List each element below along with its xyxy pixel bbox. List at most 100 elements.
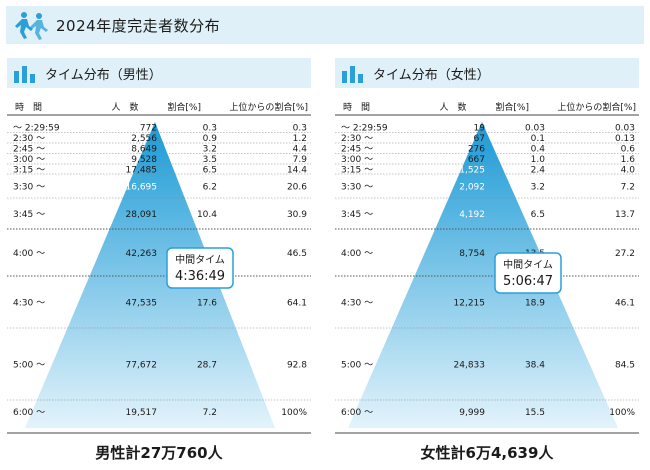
row-time-label: 3:15 ～ [341, 166, 373, 176]
row-count-value: 4,192 [459, 210, 485, 220]
panel-title: タイム分布（男性） [45, 67, 162, 83]
row-ratio-value: 0.3 [203, 124, 217, 134]
row-time-label: 2:45 ～ [13, 145, 45, 155]
row-count-value: 8,649 [131, 145, 157, 155]
row-cumulative-value: 46.1 [615, 299, 635, 309]
row-count-value: 276 [468, 145, 485, 155]
row-time-label: 6:00 ～ [341, 408, 373, 418]
panel-total: 男性計27万760人 [95, 444, 223, 462]
row-cumulative-value: 46.5 [287, 249, 307, 259]
female-distribution-panel: タイム分布（女性） 時 間 人 数 割合[%] 上位からの割合[%] ～ 2:29:59… [335, 58, 639, 468]
row-ratio-value: 3.2 [203, 145, 217, 155]
row-ratio-value: 28.7 [197, 361, 217, 371]
row-count-value: 2,556 [131, 134, 157, 144]
row-count-value: 1,525 [459, 166, 485, 176]
row-time-label: 3:30 ～ [13, 183, 45, 193]
row-cumulative-value: 0.03 [615, 124, 635, 134]
bar-chart-icon [342, 66, 363, 83]
row-cumulative-value: 4.0 [621, 166, 636, 176]
row-count-value: 19,517 [126, 408, 158, 418]
row-count-value: 67 [474, 134, 485, 144]
row-ratio-value: 0.9 [203, 134, 218, 144]
row-time-label: 3:00 ～ [13, 155, 45, 165]
row-time-label: 2:30 ～ [13, 134, 45, 144]
row-ratio-value: 38.4 [525, 361, 545, 371]
row-time-label: ～ 2:29:59 [13, 124, 60, 134]
midtime-callout-label: 中間タイム [503, 258, 553, 271]
row-ratio-value: 2.4 [531, 166, 546, 176]
column-header-time: 時 間 [343, 102, 370, 113]
row-ratio-value: 3.2 [531, 183, 545, 193]
row-time-label: 4:30 ～ [13, 299, 45, 309]
row-count-value: 667 [468, 155, 485, 165]
row-count-value: 28,091 [126, 210, 158, 220]
row-ratio-value: 7.2 [203, 408, 217, 418]
row-count-value: 9,999 [459, 408, 485, 418]
row-count-value: 12,215 [454, 299, 486, 309]
row-ratio-value: 15.5 [525, 408, 545, 418]
row-cumulative-value: 64.1 [287, 299, 307, 309]
row-cumulative-value: 0.6 [621, 145, 636, 155]
column-header-cumulative: 上位からの割合[%] [229, 101, 308, 113]
row-count-value: 19 [474, 124, 486, 134]
row-cumulative-value: 27.2 [615, 249, 635, 259]
row-ratio-value: 1.0 [531, 155, 546, 165]
row-count-value: 24,833 [454, 361, 486, 371]
row-time-label: 6:00 ～ [13, 408, 45, 418]
runners-icon [15, 12, 48, 40]
column-header-cumulative: 上位からの割合[%] [557, 101, 636, 113]
row-time-label: 3:00 ～ [341, 155, 373, 165]
row-cumulative-value: 100% [281, 408, 307, 418]
pyramid-shape [348, 122, 618, 428]
row-time-label: 4:00 ～ [13, 249, 45, 259]
panel-total: 女性計6万4,639人 [420, 444, 554, 462]
row-count-value: 47,535 [126, 299, 158, 309]
row-time-label: 4:00 ～ [341, 249, 373, 259]
male-pyramid-chart: 時 間 人 数 割合[%] 上位からの割合[%] ～ 2:29:59 772 0.3 0.3 2… [7, 101, 311, 434]
bar-chart-icon [14, 66, 35, 83]
row-cumulative-value: 7.2 [621, 183, 635, 193]
midtime-callout-value: 4:36:49 [175, 269, 225, 284]
row-ratio-value: 6.5 [531, 210, 545, 220]
row-count-value: 8,754 [459, 249, 485, 259]
row-ratio-value: 18.9 [525, 299, 545, 309]
row-cumulative-value: 1.6 [621, 155, 636, 165]
row-time-label: 4:30 ～ [341, 299, 373, 309]
row-ratio-value: 6.5 [203, 166, 217, 176]
row-time-label: 5:00 ～ [341, 361, 373, 371]
row-cumulative-value: 30.9 [287, 210, 307, 220]
row-cumulative-value: 20.6 [287, 183, 307, 193]
row-cumulative-value: 0.3 [293, 124, 307, 134]
row-count-value: 772 [140, 124, 157, 134]
midtime-callout-box [494, 252, 562, 294]
row-ratio-value: 0.4 [531, 145, 546, 155]
row-ratio-value: 0.1 [531, 134, 545, 144]
column-header-ratio: 割合[%] [167, 101, 201, 113]
midtime-callout-label: 中間タイム [175, 253, 225, 266]
row-time-label: 3:30 ～ [341, 183, 373, 193]
row-ratio-value: 6.2 [203, 183, 217, 193]
page-header: 2024年度完走者数分布 [6, 6, 644, 44]
row-time-label: 2:30 ～ [341, 134, 373, 144]
pyramid-shape [25, 122, 275, 428]
row-ratio-value: 3.5 [203, 155, 217, 165]
row-ratio-value: 10.4 [197, 210, 217, 220]
row-cumulative-value: 84.5 [615, 361, 635, 371]
midtime-callout-box [166, 247, 234, 289]
row-cumulative-value: 1.2 [293, 134, 307, 144]
row-ratio-value: 17.6 [197, 299, 217, 309]
male-distribution-panel: タイム分布（男性） 時 間 人 数 割合[%] 上位からの割合[%] ～ 2:29:59… [7, 58, 311, 468]
row-count-value: 42,263 [126, 249, 158, 259]
row-time-label: 3:45 ～ [341, 210, 373, 220]
row-time-label: 3:45 ～ [13, 210, 45, 220]
female-pyramid-chart: 時 間 人 数 割合[%] 上位からの割合[%] ～ 2:29:59 19 0.03 0.03… [335, 101, 639, 434]
row-count-value: 77,672 [126, 361, 158, 371]
row-cumulative-value: 13.7 [615, 210, 635, 220]
panel-header: タイム分布（男性） [7, 58, 311, 88]
midtime-callout-value: 5:06:47 [503, 274, 553, 289]
row-cumulative-value: 0.13 [615, 134, 635, 144]
row-count-value: 16,695 [126, 183, 158, 193]
row-cumulative-value: 4.4 [293, 145, 308, 155]
row-count-value: 2,092 [459, 183, 485, 193]
column-header-time: 時 間 [15, 102, 42, 113]
